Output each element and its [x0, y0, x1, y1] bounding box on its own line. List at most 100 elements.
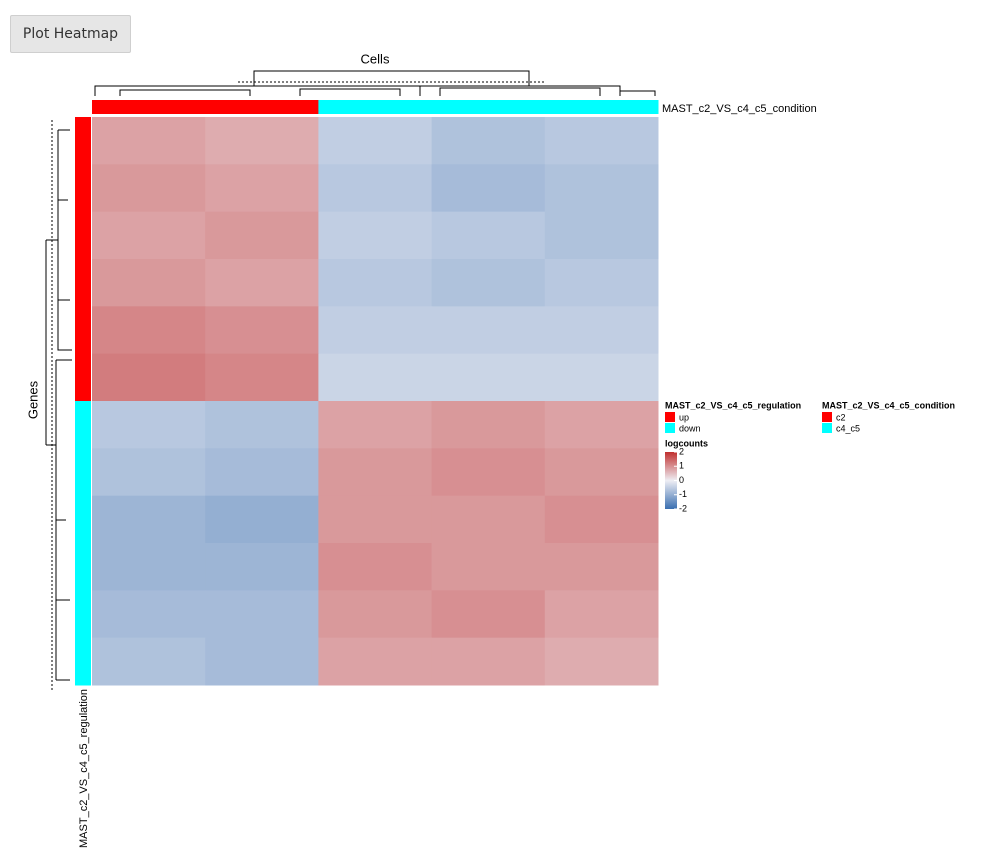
heatmap-cell [318, 401, 433, 449]
heatmap-cell [544, 353, 659, 402]
row-annotation-cell [75, 495, 91, 544]
heatmap-cell [431, 164, 546, 213]
heatmap-cell [318, 164, 433, 213]
heatmap-cell [205, 637, 319, 686]
column-title: Cells [361, 51, 390, 66]
heatmap-cell [431, 259, 546, 307]
heatmap-cell [318, 637, 433, 686]
heatmap-cell [92, 590, 206, 639]
heatmap-cell [544, 401, 659, 449]
heatmap-cell [431, 448, 546, 497]
legend-label: c4_c5 [836, 423, 860, 433]
heatmap-cell [92, 495, 206, 544]
row-annotation-cell [75, 211, 91, 260]
heatmap-cell [544, 211, 659, 260]
heatmap-cell [318, 259, 433, 307]
colorbar-tick-label: 2 [679, 446, 684, 456]
row-annotation-cell [75, 259, 91, 307]
heatmap-cell [544, 259, 659, 307]
heatmap-cell [431, 495, 546, 544]
row-annotation-cell [75, 164, 91, 213]
column-dendrogram [94, 70, 656, 96]
heatmap-cell [544, 448, 659, 497]
heatmap-cell [544, 164, 659, 213]
legend-title: MAST_c2_VS_c4_c5_condition [822, 400, 955, 410]
heatmap-cell [544, 637, 659, 686]
column-annotation-cell [544, 100, 659, 114]
heatmap-cell [92, 259, 206, 307]
colorbar-title: logcounts [665, 438, 708, 448]
heatmap-cell [205, 117, 319, 165]
heatmap-cell [318, 590, 433, 639]
row-annotation-cell [75, 117, 91, 165]
column-annotation-cell [205, 100, 319, 114]
heatmap-cell [431, 543, 546, 591]
heatmap-cell [92, 543, 206, 591]
row-annotation-cell [75, 401, 91, 449]
legend-swatch [665, 423, 675, 433]
heatmap-cell [544, 590, 659, 639]
row-annotation-cell [75, 590, 91, 639]
heatmap-cell [92, 211, 206, 260]
heatmap-cell [318, 306, 433, 355]
heatmap-cell [318, 211, 433, 260]
heatmap-cell [205, 495, 319, 544]
row-dendrogram [45, 120, 72, 690]
colorbar-tick-label: -1 [679, 489, 687, 499]
heatmap-cell [544, 306, 659, 355]
column-annotation-cell [431, 100, 546, 114]
heatmap-cell [318, 543, 433, 591]
heatmap-cell [431, 117, 546, 165]
heatmap-cell [92, 448, 206, 497]
heatmap-cell [205, 448, 319, 497]
heatmap-cell [318, 117, 433, 165]
colorbar-tick-label: 1 [679, 461, 684, 471]
heatmap-cell [431, 401, 546, 449]
heatmap-cell [205, 164, 319, 213]
colorbar-tick-label: 0 [679, 475, 684, 485]
legend-swatch [822, 412, 832, 422]
plot-heatmap-button[interactable]: Plot Heatmap [10, 15, 131, 53]
heatmap-cell [544, 495, 659, 544]
row-title: Genes [25, 380, 40, 419]
heatmap-cell [92, 164, 206, 213]
row-annotation-cell [75, 543, 91, 591]
heatmap-cell [205, 543, 319, 591]
heatmap-cell [92, 117, 206, 165]
colorbar-tick-label: -2 [679, 503, 687, 513]
legend-swatch [665, 412, 675, 422]
heatmap-cell [318, 448, 433, 497]
heatmap-cell [92, 353, 206, 402]
heatmap-cell [318, 353, 433, 402]
heatmap-cell [431, 637, 546, 686]
legend-label: c2 [836, 412, 846, 422]
legend-label: down [679, 423, 701, 433]
heatmap-cell [205, 590, 319, 639]
legend-swatch [822, 423, 832, 433]
heatmap-cell [92, 637, 206, 686]
heatmap-cell [205, 401, 319, 449]
heatmap-cell [318, 495, 433, 544]
heatmap-cell [92, 306, 206, 355]
heatmap-cell [205, 211, 319, 260]
column-annotation-name: MAST_c2_VS_c4_c5_condition [662, 103, 817, 115]
row-annotation-cell [75, 448, 91, 497]
row-annotation-name: MAST_c2_VS_c4_c5_regulation [78, 689, 90, 848]
heatmap-cell [205, 353, 319, 402]
heatmap-cell [431, 353, 546, 402]
row-annotation-cell [75, 353, 91, 402]
legend-title: MAST_c2_VS_c4_c5_regulation [665, 400, 801, 410]
row-annotation-cell [75, 306, 91, 355]
row-annotation-cell [75, 637, 91, 686]
heatmap-cell [431, 590, 546, 639]
heatmap-cell [431, 211, 546, 260]
heatmap-cell [431, 306, 546, 355]
heatmap-cell [205, 259, 319, 307]
column-annotation-cell [92, 100, 206, 114]
heatmap-cell [92, 401, 206, 449]
heatmap-cell [544, 117, 659, 165]
heatmap-cell [205, 306, 319, 355]
legend-label: up [679, 412, 689, 422]
